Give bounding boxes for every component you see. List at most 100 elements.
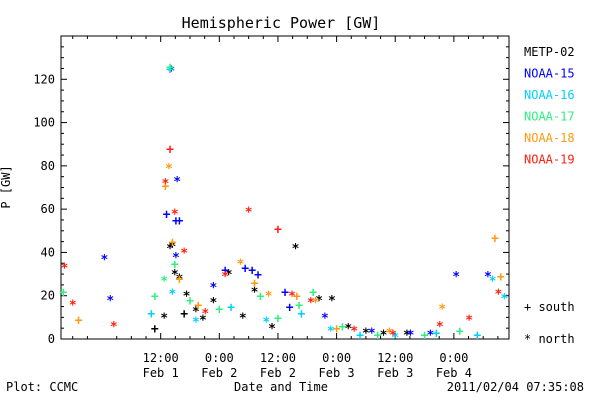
data-point-noaa-16: *: [262, 316, 270, 331]
data-point-metp-02: *: [199, 314, 207, 329]
data-point-noaa-19: *: [110, 320, 118, 335]
data-point-noaa-15: +: [221, 264, 229, 279]
y-tick-label: 20: [41, 289, 55, 303]
data-point-noaa-18: +: [497, 270, 505, 285]
y-tick-label: 100: [33, 116, 55, 130]
data-point-noaa-19: *: [69, 298, 77, 313]
data-point-noaa-17: +: [166, 60, 174, 75]
data-point-noaa-18: *: [438, 303, 446, 318]
data-point-noaa-16: +: [227, 301, 235, 316]
data-point-metp-02: *: [225, 268, 233, 283]
data-point-noaa-17: +: [309, 285, 317, 300]
data-point-noaa-17: +: [215, 303, 223, 318]
data-point-noaa-19: *: [201, 307, 209, 322]
data-point-noaa-19: *: [307, 296, 315, 311]
data-point-noaa-18: *: [385, 327, 393, 342]
data-point-noaa-15: *: [407, 329, 415, 344]
data-point-metp-02: *: [239, 311, 247, 326]
y-tick-label: 40: [41, 245, 55, 259]
data-point-noaa-17: +: [339, 320, 347, 335]
data-point-noaa-18: +: [333, 322, 341, 337]
data-point-noaa-19: *: [245, 205, 253, 220]
data-point-noaa-17: +: [186, 294, 194, 309]
data-point-metp-02: *: [176, 272, 184, 287]
data-point-metp-02: *: [315, 294, 323, 309]
x-tick-date-label: Feb 3: [319, 366, 355, 380]
data-point-noaa-16: *: [192, 316, 200, 331]
data-point-noaa-16: +: [147, 307, 155, 322]
data-point-noaa-15: +: [248, 264, 256, 279]
data-point-noaa-19: *: [389, 329, 397, 344]
data-point-noaa-17: +: [274, 311, 282, 326]
data-point-metp-02: *: [251, 285, 259, 300]
x-tick-date-label: Feb 4: [436, 366, 472, 380]
x-tick-time-label: 0:00: [205, 351, 234, 365]
data-point-noaa-16: +: [473, 329, 481, 344]
y-axis: 0 20 40 60 80 100 120: [33, 46, 509, 346]
data-point-noaa-18: *: [265, 290, 273, 305]
data-point-noaa-17: *: [160, 275, 168, 290]
data-point-noaa-15: *: [321, 311, 329, 326]
data-point-noaa-15: +: [286, 301, 294, 316]
footer-timestamp: 2011/02/04 07:35:08: [447, 380, 584, 394]
data-point-noaa-15: +: [163, 207, 171, 222]
footer-credit: Plot: CCMC: [6, 380, 78, 394]
y-tick-label: 120: [33, 72, 55, 86]
data-point-noaa-19: *: [436, 320, 444, 335]
y-axis-label: P [GW]: [0, 165, 13, 208]
data-point-noaa-15: +: [241, 262, 249, 277]
data-point-noaa-16: +: [356, 329, 364, 344]
data-point-noaa-18: *: [237, 257, 245, 272]
data-points: ************* **++ ** * * ***+ ++****+ + +++** *+…: [59, 60, 508, 346]
data-point-noaa-15: *: [484, 270, 492, 285]
data-point-noaa-18: *: [312, 296, 320, 311]
legend-item-noaa-16: NOAA-16: [524, 88, 575, 102]
data-point-noaa-18: +: [251, 277, 259, 292]
data-point-noaa-15: +: [172, 214, 180, 229]
data-point-metp-02: *: [171, 268, 179, 283]
data-point-noaa-19: *: [161, 177, 169, 192]
data-point-noaa-15: *: [172, 251, 180, 266]
data-point-noaa-16: +: [432, 327, 440, 342]
y-tick-label: 0: [48, 332, 55, 346]
data-point-noaa-16: *: [327, 324, 335, 339]
data-point-noaa-15: *: [167, 65, 175, 80]
data-point-noaa-16: +: [298, 307, 306, 322]
data-point-noaa-18: +: [194, 298, 202, 313]
data-point-noaa-15: *: [106, 294, 114, 309]
data-point-noaa-16: *: [391, 331, 399, 346]
data-point-noaa-19: *: [465, 314, 473, 329]
data-point-noaa-18: +: [491, 231, 499, 246]
data-point-noaa-19: *: [180, 246, 188, 261]
legend-item-noaa-19: NOAA-19: [524, 153, 575, 167]
legend-item-noaa-18: NOAA-18: [524, 131, 575, 145]
data-point-metp-02: *: [210, 296, 218, 311]
data-point-noaa-17: +: [421, 329, 429, 344]
data-point-noaa-19: +: [274, 223, 282, 238]
data-point-noaa-15: +: [254, 268, 262, 283]
legend-item-noaa-15: NOAA-15: [524, 67, 575, 81]
data-point-metp-02: *: [380, 329, 388, 344]
data-point-noaa-17: +: [374, 329, 382, 344]
data-point-noaa-19: *: [221, 270, 229, 285]
data-point-metp-02: *: [362, 327, 370, 342]
data-point-noaa-15: *: [427, 329, 435, 344]
data-point-noaa-19: *: [495, 288, 503, 303]
data-point-noaa-17: +: [256, 290, 264, 305]
y-tick-label: 80: [41, 159, 55, 173]
data-point-metp-02: *: [168, 240, 176, 255]
data-point-noaa-18: *: [165, 162, 173, 177]
x-axis-label: Date and Time: [234, 380, 328, 394]
data-point-noaa-15: +: [176, 214, 184, 229]
data-point-noaa-16: *: [489, 275, 497, 290]
data-point-noaa-15: *: [100, 253, 108, 268]
marker-legend-south: + south: [524, 300, 575, 314]
data-point-noaa-18: +: [293, 290, 301, 305]
data-point-metp-02: *: [292, 242, 300, 257]
y-tick-label: 60: [41, 202, 55, 216]
x-tick-date-label: Feb 3: [377, 366, 413, 380]
x-tick-time-label: 12:00: [143, 351, 179, 365]
data-point-metp-02: *: [160, 311, 168, 326]
